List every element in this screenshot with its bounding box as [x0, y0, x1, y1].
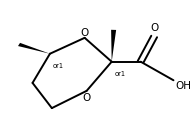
Text: O: O — [83, 93, 91, 103]
Text: or1: or1 — [115, 71, 126, 77]
Polygon shape — [18, 43, 50, 54]
Text: or1: or1 — [52, 63, 64, 69]
Text: O: O — [150, 23, 158, 33]
Text: OH: OH — [175, 81, 191, 91]
Polygon shape — [111, 30, 116, 62]
Text: O: O — [81, 28, 89, 38]
